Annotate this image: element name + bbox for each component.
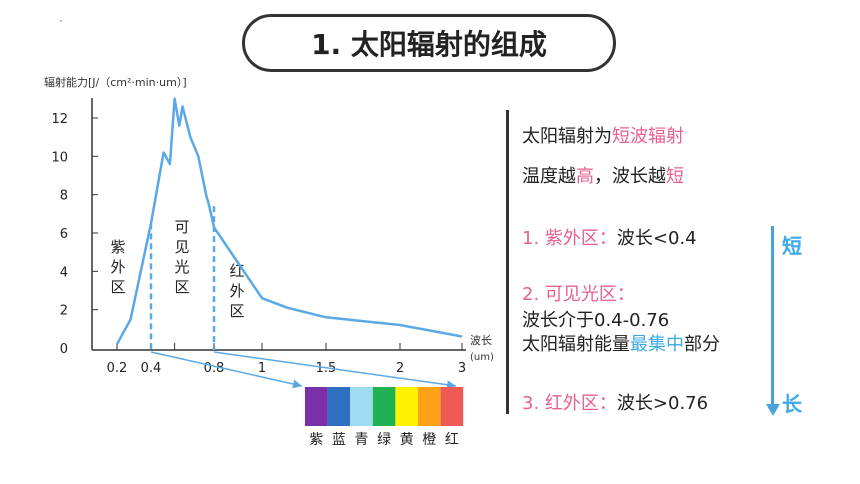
x-tick-label: 0.4 (141, 361, 162, 376)
side-text: 温度越 (522, 166, 576, 187)
spectrum-arrow-right (213, 351, 457, 390)
side-text: 太阳辐射为 (522, 126, 612, 147)
series-group (115, 97, 463, 345)
side-highlight: 最集中 (630, 334, 684, 355)
y-axis-label: 辐射能力[J/（cm²·min·um）] (44, 75, 187, 89)
side-highlight: 高 (576, 166, 594, 187)
x-tick-label: 2 (396, 361, 404, 376)
y-tick-label: 10 (51, 150, 68, 165)
uv-heading: 1. 紫外区： (522, 228, 617, 249)
spectrum-swatch (440, 387, 464, 426)
visible-heading: 2. 可见光区： (522, 284, 635, 305)
side-line-visible-energy: 太阳辐射能量最集中部分 (522, 330, 720, 356)
side-line-temperature: 温度越高，波长越短 (522, 162, 684, 188)
short-label: 短 (782, 234, 802, 258)
corner-dot (60, 20, 62, 22)
down-arrow-icon (766, 226, 780, 416)
long-label: 长 (782, 392, 802, 416)
spectrum-color-label: 紫 (309, 432, 323, 448)
spectrum-color-label: 蓝 (332, 432, 346, 448)
region-label-char: 可 (174, 218, 189, 236)
spectrum-bar (305, 387, 464, 426)
spectrum-arrow-left (150, 351, 303, 389)
spectrum-color-label: 青 (355, 432, 369, 448)
side-line-ir: 3. 红外区：波长>0.76 (522, 389, 708, 415)
region-label-char: 区 (174, 278, 189, 296)
page-title: 1. 太阳辐射的组成 (242, 14, 616, 72)
spectrum-swatch (395, 387, 418, 426)
region-label-char: 区 (110, 278, 125, 296)
spectrum-curve (115, 97, 463, 345)
x-ticks: 0.2 0.4 0.8 1 1.5 2 3 (107, 343, 466, 376)
ir-text: 波长>0.76 (616, 393, 709, 414)
y-tick-label: 2 (60, 304, 68, 319)
spectrum-swatch (418, 387, 441, 426)
region-label-char: 区 (229, 302, 244, 320)
x-tick-label: 3 (458, 361, 466, 376)
spectrum-swatch (372, 387, 396, 426)
region-label-char: 见 (174, 238, 189, 256)
side-text: ，波长越 (594, 166, 666, 187)
region-label-char: 外 (229, 282, 244, 300)
spectrum-color-label: 黄 (400, 431, 414, 448)
region-label-char: 外 (110, 258, 125, 276)
uv-text: 波长<0.4 (616, 228, 697, 249)
y-tick-label: 0 (60, 342, 68, 357)
x-tick-label: 1.5 (316, 361, 337, 376)
side-divider (506, 110, 509, 414)
side-text: 太阳辐射能量 (522, 334, 630, 355)
spectrum-swatch (350, 387, 373, 426)
side-line-uv: 1. 紫外区：波长<0.4 (522, 224, 697, 250)
side-line-visible-head: 2. 可见光区： (522, 280, 635, 306)
y-tick-label: 6 (60, 227, 68, 242)
spectrum-color-label: 红 (445, 432, 459, 448)
x-tick-label: 1 (258, 361, 266, 376)
side-highlight: 短 (666, 166, 684, 187)
spectrum-color-label: 橙 (422, 432, 436, 448)
spectrum-swatch (327, 387, 351, 426)
spectrum-labels: 紫蓝青绿黄橙红 (309, 431, 459, 448)
ir-heading: 3. 红外区： (522, 393, 617, 414)
y-tick-label: 8 (60, 189, 68, 204)
y-tick-label: 4 (60, 265, 68, 280)
x-axis-label: 波长 (470, 334, 492, 347)
side-highlight: 短波辐射 (612, 126, 684, 147)
side-line-shortwave: 太阳辐射为短波辐射 (522, 122, 684, 148)
spectrum-arrows (150, 351, 457, 390)
y-ticks: 12 10 8 6 4 2 0 (51, 112, 98, 357)
y-tick-label: 12 (51, 112, 68, 127)
side-line-visible-range: 波长介于0.4-0.76 (522, 306, 669, 332)
side-text: 部分 (684, 334, 720, 355)
x-axis-unit: (um) (470, 352, 494, 363)
spectrum-color-label: 绿 (377, 432, 391, 448)
visible-text: 波长介于0.4-0.76 (522, 310, 670, 331)
x-tick-label: 0.2 (107, 361, 128, 376)
region-dividers (149, 206, 216, 350)
axes (91, 98, 466, 351)
region-label-char: 紫 (110, 238, 125, 256)
region-label-char: 光 (174, 258, 189, 276)
spectrum-swatch (305, 387, 328, 426)
